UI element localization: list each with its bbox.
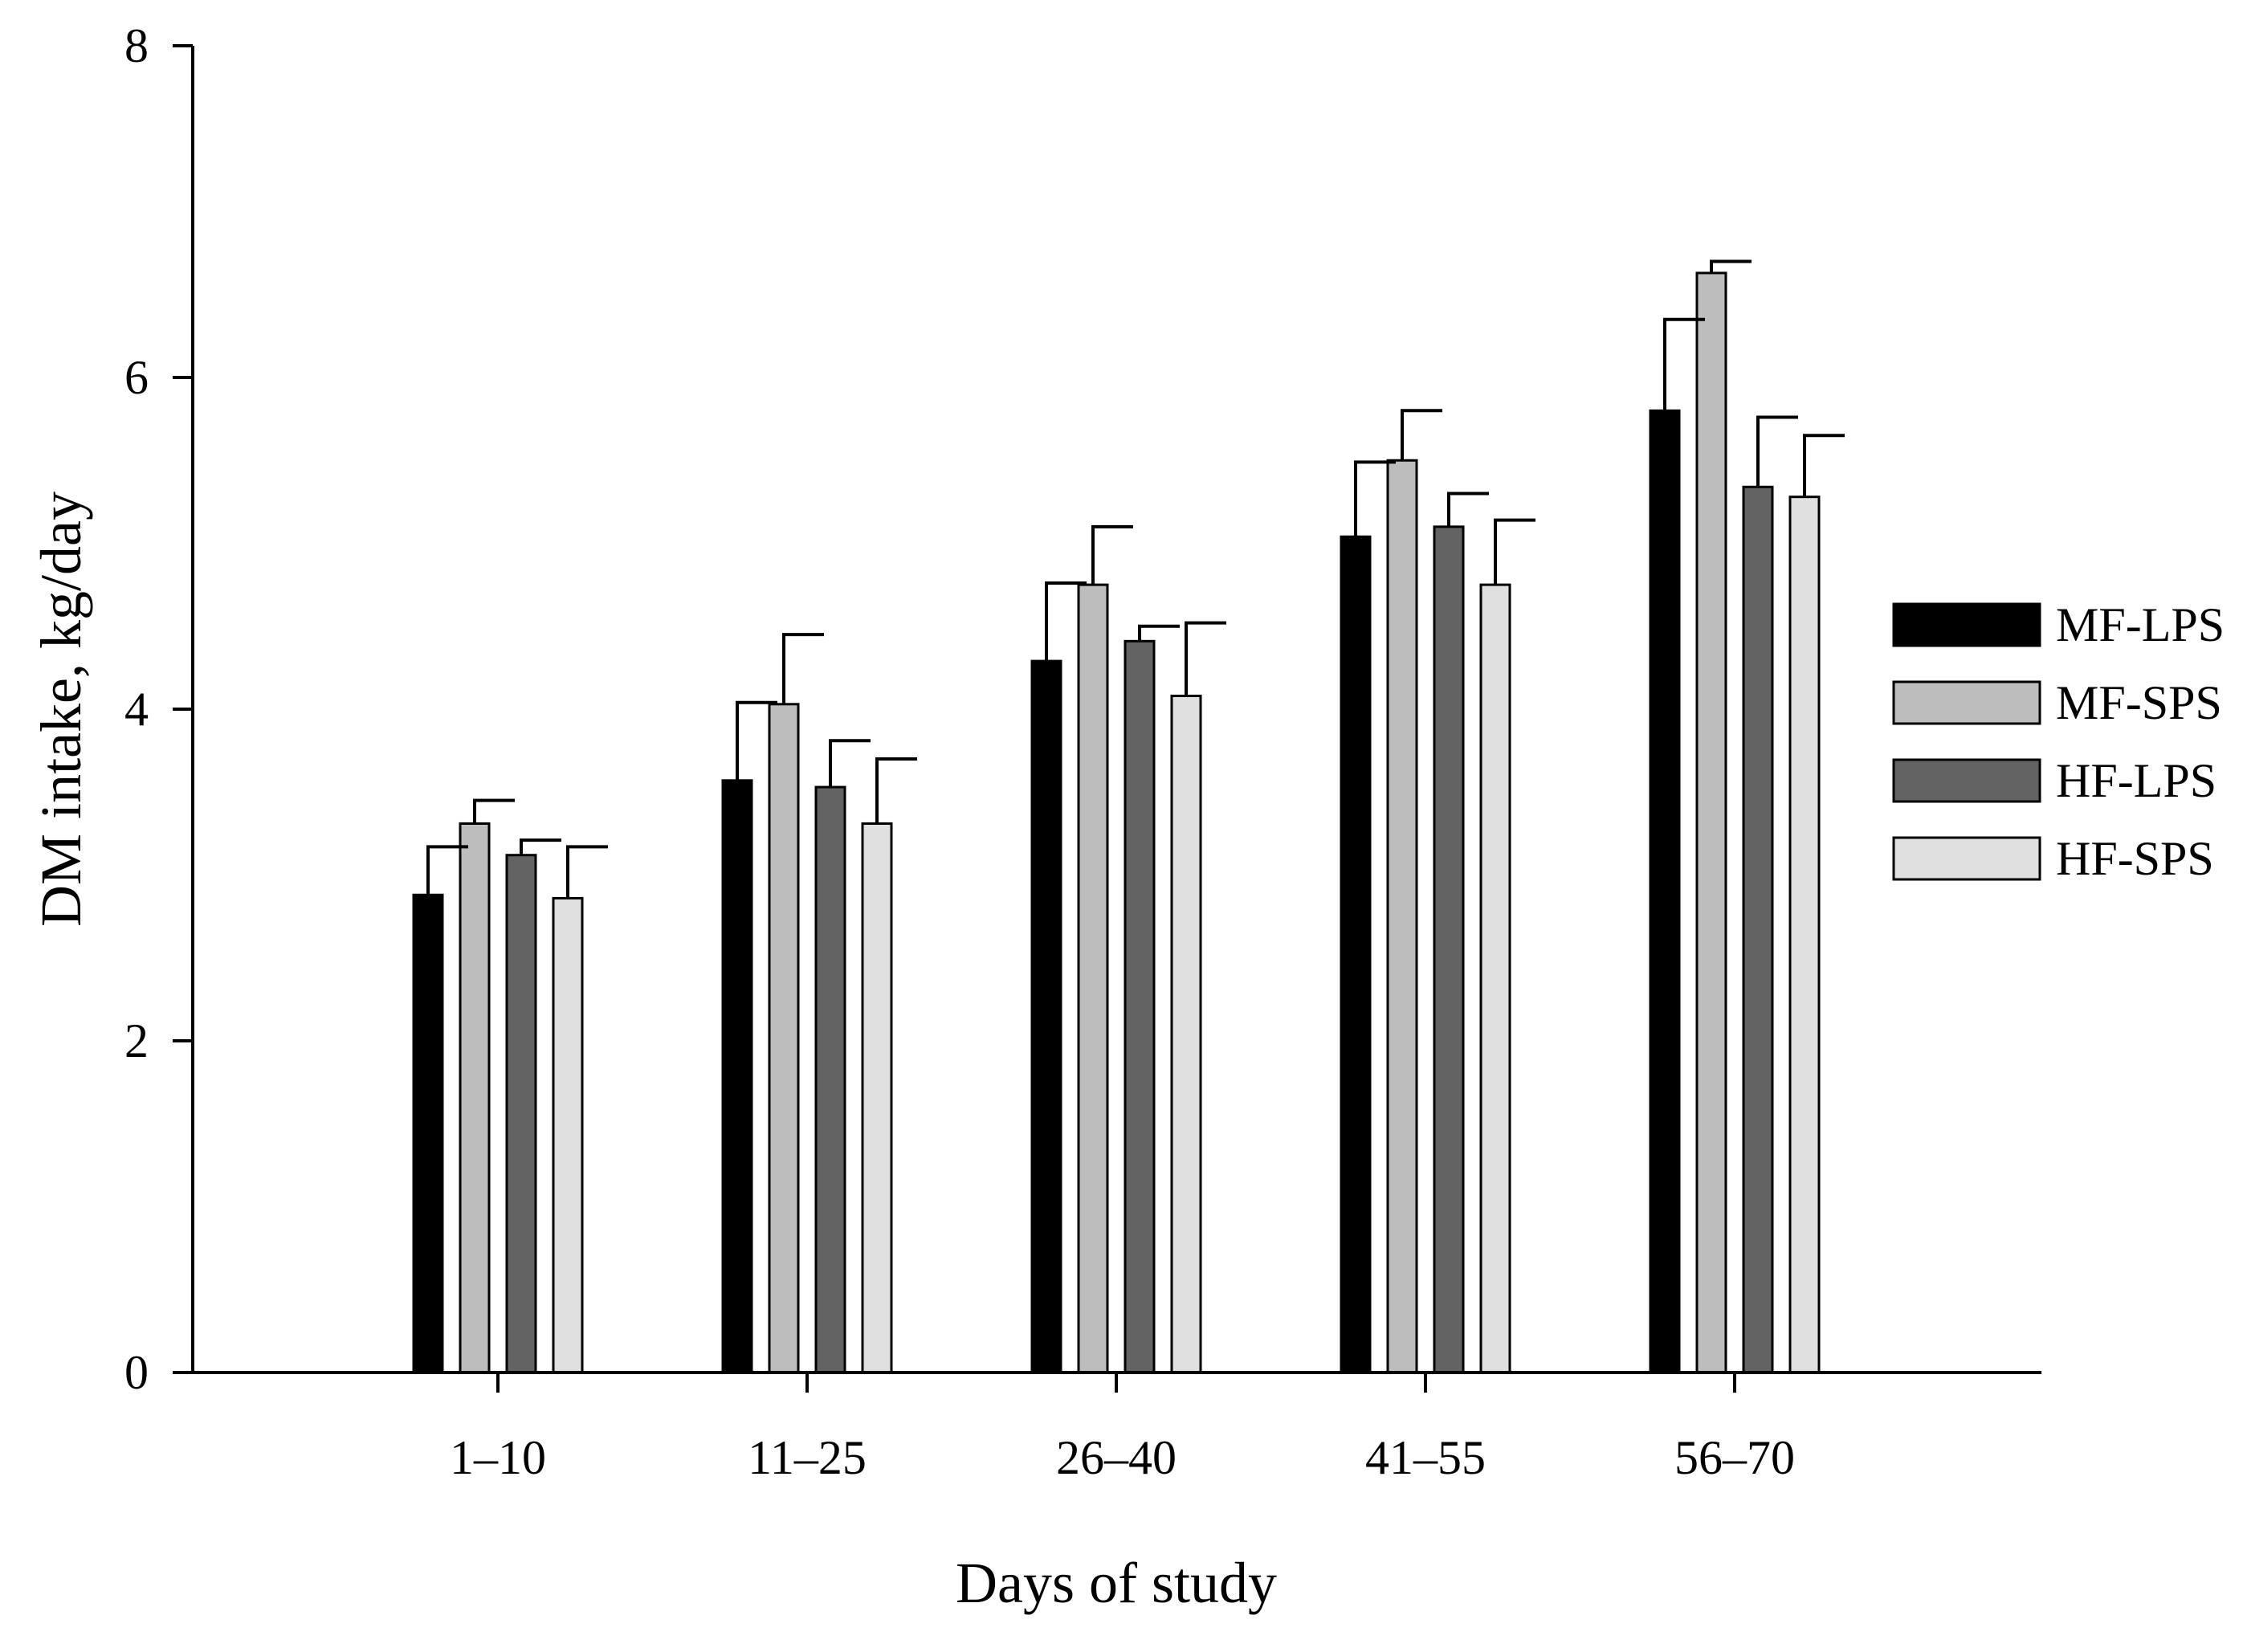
bar-hf-sps-1	[552, 896, 584, 1374]
legend-item-hf-sps: HF-SPS	[1892, 832, 2214, 885]
error-bar-hf-sps-2	[875, 757, 917, 824]
x-tick-3: 26–40	[1056, 1373, 1177, 1484]
bar-mf-lps-5	[1649, 409, 1681, 1374]
x-tick-label: 11–25	[748, 1431, 867, 1484]
x-tick-label: 56–70	[1674, 1431, 1795, 1484]
error-bar-hf-sps-5	[1803, 434, 1845, 497]
x-tick-2: 11–25	[748, 1373, 867, 1484]
error-bar-mf-lps-1	[426, 845, 468, 895]
error-bar-hf-lps-3	[1138, 624, 1180, 642]
x-ticks: 1–10 11–25 26–40 41–55 56–70	[450, 1373, 1795, 1484]
legend-item-mf-sps: MF-SPS	[1892, 676, 2222, 729]
legend-label: MF-SPS	[2056, 676, 2222, 729]
y-axis-title: DM intake, kg/day	[29, 492, 93, 927]
y-tick-4: 4	[124, 683, 193, 736]
error-bar-mf-lps-2	[736, 700, 777, 781]
bar-hf-sps-4	[1479, 583, 1511, 1374]
error-bar-hf-sps-1	[566, 845, 608, 899]
legend-item-hf-lps: HF-LPS	[1892, 754, 2216, 807]
x-tick-label: 41–55	[1365, 1431, 1486, 1484]
error-bar-hf-sps-3	[1185, 621, 1226, 696]
legend-swatch	[1892, 602, 2041, 647]
y-tick-0: 0	[124, 1346, 193, 1399]
error-bar-hf-lps-4	[1447, 492, 1489, 527]
error-bar-mf-sps-1	[473, 798, 515, 824]
bar-mf-lps-1	[412, 893, 444, 1374]
error-bar-hf-sps-4	[1494, 518, 1535, 585]
legend-label: MF-LPS	[2056, 598, 2225, 651]
y-tick-label: 4	[124, 683, 149, 736]
bar-hf-sps-3	[1170, 694, 1202, 1374]
x-tick-label: 1–10	[450, 1431, 546, 1484]
error-bar-mf-sps-4	[1401, 409, 1442, 461]
bar-hf-sps-5	[1788, 496, 1821, 1374]
x-tick-5: 56–70	[1674, 1373, 1795, 1484]
error-bar-mf-sps-5	[1710, 259, 1752, 273]
legend-swatch	[1892, 758, 2041, 803]
bar-mf-sps-2	[768, 703, 800, 1374]
x-tick-1: 1–10	[450, 1373, 546, 1484]
error-bar-mf-lps-4	[1354, 460, 1396, 537]
bars-layer	[412, 271, 1821, 1374]
x-tick-4: 41–55	[1365, 1373, 1486, 1484]
error-bar-hf-lps-5	[1756, 415, 1798, 487]
y-tick-8: 8	[124, 19, 193, 72]
y-ticks: 0 2 4 6 8	[124, 19, 193, 1399]
error-bar-mf-lps-3	[1045, 581, 1087, 662]
legend-label: HF-LPS	[2056, 754, 2216, 807]
error-bar-mf-lps-5	[1663, 317, 1705, 411]
bar-hf-sps-2	[861, 822, 893, 1374]
bar-hf-lps-3	[1124, 639, 1156, 1374]
legend-swatch	[1892, 680, 2041, 725]
bar-hf-lps-4	[1433, 525, 1465, 1374]
y-tick-6: 6	[124, 351, 193, 404]
x-axis-title: Days of study	[956, 1551, 1277, 1615]
bar-mf-lps-2	[721, 779, 753, 1374]
bar-hf-lps-1	[505, 854, 537, 1374]
legend-label: HF-SPS	[2056, 832, 2214, 885]
bar-hf-lps-2	[814, 785, 846, 1374]
y-tick-label: 6	[124, 351, 149, 404]
bar-mf-lps-4	[1340, 535, 1372, 1374]
legend-item-mf-lps: MF-LPS	[1892, 598, 2225, 651]
error-bar-hf-lps-1	[520, 838, 561, 855]
y-tick-label: 8	[124, 19, 149, 72]
legend: MF-LPS MF-SPS HF-LPS HF-SPS	[1892, 598, 2225, 885]
bar-mf-sps-5	[1695, 271, 1727, 1374]
bar-mf-sps-4	[1386, 459, 1418, 1374]
y-tick-label: 0	[124, 1346, 149, 1399]
bar-mf-lps-3	[1030, 659, 1062, 1374]
error-bar-hf-lps-2	[829, 739, 871, 788]
bar-mf-sps-1	[459, 822, 491, 1374]
error-bar-mf-sps-3	[1091, 524, 1133, 585]
y-tick-2: 2	[124, 1014, 193, 1067]
y-tick-label: 2	[124, 1014, 149, 1067]
legend-swatch	[1892, 836, 2041, 881]
x-tick-label: 26–40	[1056, 1431, 1177, 1484]
bar-mf-sps-3	[1077, 583, 1109, 1374]
bar-hf-lps-5	[1742, 485, 1774, 1374]
error-bar-mf-sps-2	[782, 633, 824, 704]
error-bars-layer	[426, 259, 1845, 899]
